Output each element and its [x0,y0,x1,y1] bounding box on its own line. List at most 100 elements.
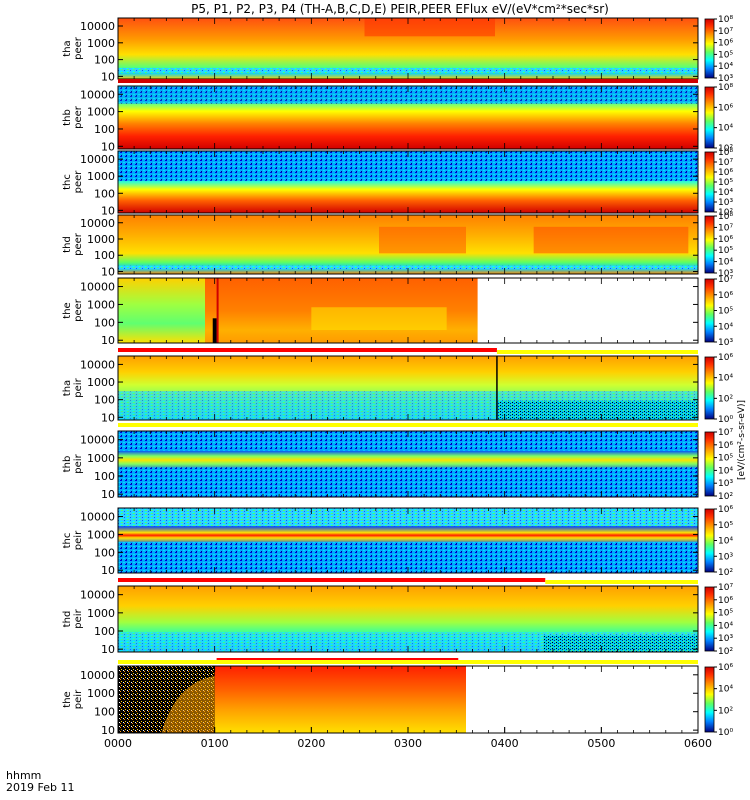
y-tick-label: 1000 [87,37,115,50]
colorbar-tick-label: 10⁵ [718,246,733,256]
colorbar-thb-peer: 10⁸ 10⁶ 10⁴ 10² [704,83,733,154]
colorbar-tick-label: 10⁸ [718,148,733,158]
colorbar-thd-peir: 10⁷ 10⁶ 10⁵ 10⁴ 10³ 10² [704,583,733,657]
y-tick-label: 10000 [80,511,115,524]
x-tick-label: 0300 [394,737,422,750]
colorbar-tick-label: 10⁵ [718,521,733,531]
colorbar-tick-label: 10² [718,208,733,218]
y-tick-label: 100 [94,123,115,136]
panel-tha-peir: 10 100 1000 10000 tha peir [62,355,699,424]
panel-ylabel: peer [73,105,84,129]
y-tick-label: 100 [94,706,115,719]
colorbar-tha-peir: 10⁶ 10⁴ 10² 10⁰ [704,353,733,425]
colorbar-tick-label: 10⁶ [718,596,733,606]
y-tick-label: 1000 [87,170,115,183]
colorbar-tick-label: 10⁶ [718,353,733,363]
panel-ylabel: the [62,691,73,707]
colorbar-tick-label: 10² [718,706,733,716]
panel-thd-peer: 10 100 1000 10000 thd peer [62,214,699,278]
y-tick-label: 10000 [80,358,115,371]
colorbar-tick-label: 10³ [718,198,733,208]
y-tick-label: 1000 [87,376,115,389]
colorbar-scale [704,278,715,343]
colorbar-tick-label: 10⁴ [718,374,733,384]
y-tick-label: 10 [101,204,115,217]
panel-ylabel: peir [73,453,84,473]
y-tick-label: 100 [94,394,115,407]
data-flag-bar [118,423,698,427]
noise-band [118,86,698,104]
y-tick-label: 10 [101,488,115,501]
noise-band [118,431,698,451]
x-tick-label: 0000 [104,737,132,750]
panel-ylabel: thb [62,456,73,473]
colorbar-tick-label: 10⁴ [718,621,733,631]
y-tick-label: 10 [101,411,115,424]
data-flag-bar [118,79,698,83]
colorbar-tick-label: 10⁴ [718,685,733,695]
y-tick-label: 10000 [80,217,115,230]
colorbar-tick-label: 10⁶ [718,663,733,673]
y-tick-label: 10000 [80,281,115,294]
colorbar-tick-label: 10⁵ [718,454,733,464]
colorbar-tick-label: 10⁵ [718,609,733,619]
panel-thd-peir: 10 100 1000 10000 thd peir [62,585,699,656]
y-tick-label: 10 [101,724,115,737]
colorbar-tick-label: 10⁷ [718,428,733,438]
y-tick-label: 1000 [87,452,115,465]
colorbar-tick-label: 10⁴ [718,322,733,332]
colorbar-tick-label: 10³ [718,74,733,84]
intensity-patch [379,226,466,254]
colorbar-scale [704,431,715,497]
y-tick-label: 10 [101,140,115,153]
colorbar-scale [704,86,715,149]
x-tick-label: 0100 [201,737,229,750]
y-tick-label: 1000 [87,528,115,541]
colorbar-scale [704,356,715,420]
y-axis: 10 100 1000 10000 [80,358,698,424]
colorbar-scale [704,666,715,733]
panel-thb-peer: 10 100 1000 10000 thb peer [62,85,699,153]
y-axis: 10 100 1000 10000 [80,217,698,278]
y-tick-label: 10 [101,564,115,577]
intensity-patch [311,307,447,330]
panel-ylabel: tha [62,40,73,56]
colorbar-tick-label: 10² [718,568,733,578]
panel-ylabel: peer [73,232,84,256]
data-flag-bar [118,660,698,664]
colorbar-tick-label: 10² [718,394,733,404]
date-label: 2019 Feb 11 [6,781,74,794]
colorbar-tick-label: 10⁴ [718,537,733,547]
colorbar-tick-label: 10⁶ [718,441,733,451]
data-flag-bar [118,578,546,582]
colorbar-tick-label: 10³ [718,479,733,489]
panel-ylabel: thd [62,611,73,628]
panel-the-peir: 10 100 1000 10000 the peir [62,665,699,737]
panel-thc-peer: 10 100 1000 10000 thc peer [62,150,699,217]
colorbar-tick-label: 10⁰ [718,728,733,738]
x-axis: 0000 0100 0200 0300 0400 0500 0600 [104,18,712,750]
intensity-patch [533,226,689,254]
y-tick-label: 100 [94,625,115,638]
colorbar-tick-label: 10² [718,647,733,657]
colorbar-tick-label: 10² [718,492,733,502]
data-flag-bar [496,350,698,354]
y-tick-label: 100 [94,470,115,483]
y-tick-label: 10 [101,265,115,278]
y-axis: 10 100 1000 10000 [80,589,698,656]
chart-title: P5, P1, P2, P3, P4 (TH-A,B,C,D,E) PEIR,P… [191,2,609,16]
colorbar-tick-label: 10⁵ [718,178,733,188]
x-tick-label: 0400 [491,737,519,750]
x-corner-label: hhmm [6,769,41,782]
x-tick-label: 0600 [684,737,712,750]
colorbar-tick-label: 10⁸ [718,83,733,93]
data-gap-line [212,318,217,343]
y-axis: 10 100 1000 10000 [80,434,698,501]
panel-tha-peer: 10 100 1000 10000 tha peer [62,17,699,83]
panel-ylabel: peir [73,377,84,397]
x-tick-label: 0500 [587,737,615,750]
colorbar-scale [704,215,715,274]
